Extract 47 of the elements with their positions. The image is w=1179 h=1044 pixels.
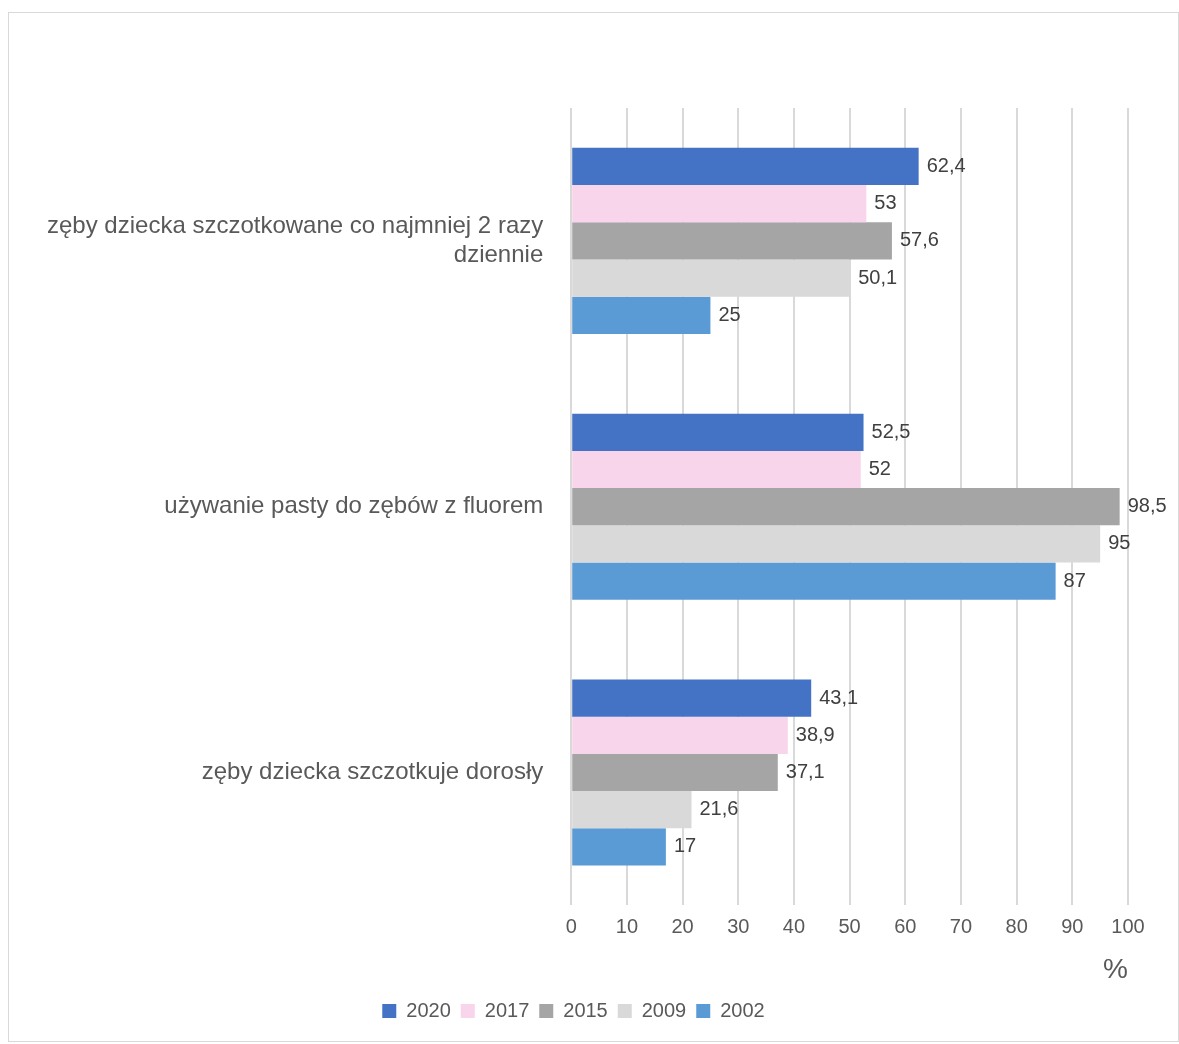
data-label: 62,4	[926, 153, 966, 176]
legend-label: 2009	[641, 998, 687, 1021]
y-tick-label: zęby dziecka szczotkowane co najmniej 2 razy dziennie	[47, 211, 544, 267]
y-tick-label: używanie pasty do zębów z fluorem	[164, 491, 544, 519]
x-tick-label: 20	[671, 914, 694, 937]
x-tick-label: 70	[949, 914, 973, 937]
x-tick-label: 40	[782, 914, 806, 937]
data-label: 52,5	[871, 419, 911, 442]
bar	[572, 716, 788, 754]
legend-label: 2015	[563, 998, 608, 1021]
x-tick-label: 30	[727, 914, 750, 937]
y-tick-label: zęby dziecka szczotkuje dorosły	[201, 757, 544, 785]
bar	[572, 753, 778, 792]
bar	[572, 562, 1056, 600]
legend-label: 2020	[406, 998, 451, 1021]
data-label: 87	[1063, 568, 1086, 591]
x-tick-label: 90	[1061, 914, 1084, 937]
data-label: 52	[868, 457, 891, 479]
bar	[572, 222, 892, 260]
data-label: 50,1	[858, 265, 898, 288]
bar	[572, 296, 711, 334]
x-tick-label: 80	[1005, 914, 1028, 937]
bar	[572, 413, 864, 451]
data-label: 25	[718, 302, 741, 325]
data-label: 37,1	[785, 760, 825, 783]
x-tick-label: 60	[894, 914, 917, 937]
data-label: 38,9	[795, 722, 835, 745]
bar	[572, 488, 1120, 526]
bar	[572, 679, 812, 717]
data-label: 17	[673, 834, 697, 857]
legend-label: 2017	[484, 998, 530, 1021]
x-tick-label: 100	[1111, 914, 1145, 937]
bar	[572, 450, 861, 489]
x-tick-label: 50	[838, 914, 861, 937]
x-axis-title: %	[1103, 952, 1128, 984]
x-tick-label: 0	[565, 914, 577, 937]
data-label: 53	[874, 191, 897, 214]
bar	[572, 185, 867, 223]
data-label: 43,1	[819, 685, 859, 708]
data-label: 98,5	[1127, 494, 1167, 517]
legend-label: 2002	[720, 998, 765, 1021]
bar	[572, 147, 919, 186]
data-label: 95	[1108, 531, 1131, 554]
x-tick-label: 10	[615, 914, 639, 937]
bar	[572, 828, 666, 866]
data-label: 21,6	[699, 797, 739, 820]
data-label: 57,6	[899, 228, 939, 251]
